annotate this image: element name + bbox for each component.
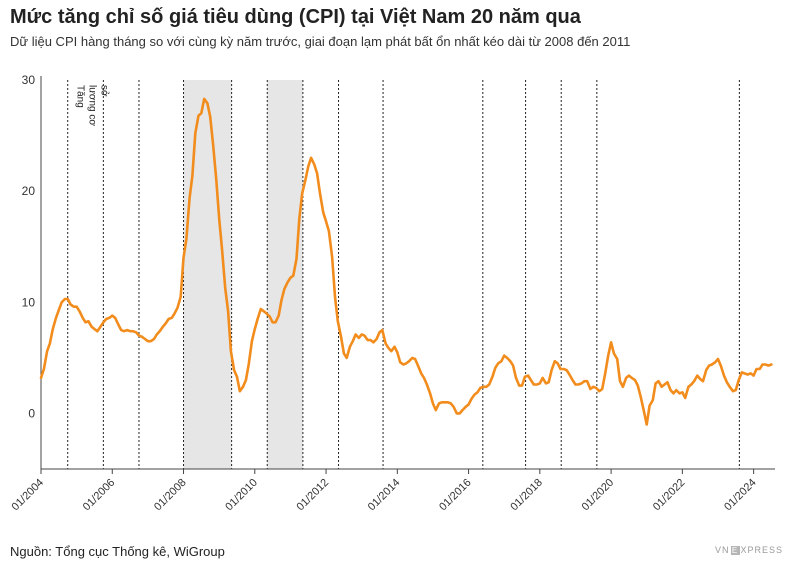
y-tick-label: 0 (28, 406, 35, 420)
cpi-series-line (39, 97, 773, 426)
chart-subtitle: Dữ liệu CPI hàng tháng so với cùng kỳ nă… (10, 34, 631, 49)
x-tick-label: 01/2008 (152, 477, 189, 514)
x-axis: 01/2004 01/2006 01/2008 01/2010 01/2012 01/20… (10, 468, 775, 514)
y-tick-label: 10 (22, 295, 36, 309)
x-tick-label: 01/2014 (366, 477, 403, 514)
x-tick-label: 01/2022 (651, 477, 688, 514)
x-tick-label: 01/2018 (508, 477, 545, 514)
x-tick-label: 01/2012 (295, 477, 332, 514)
x-tick-label: 01/2024 (722, 477, 759, 514)
shaded-periods (183, 80, 303, 469)
source-note: Nguồn: Tổng cục Thống kê, WiGroup (10, 544, 225, 559)
brand-left: VN (715, 545, 730, 555)
shaded-period-1 (267, 80, 303, 469)
x-tick-label: 01/2016 (437, 477, 474, 514)
x-tick-label: 01/2004 (10, 477, 47, 514)
y-axis: 0 10 20 30 (22, 73, 42, 469)
y-tick-label: 20 (22, 184, 36, 198)
brand-right: XPRESS (740, 545, 784, 555)
annotation-text: Tăng (75, 85, 86, 108)
y-tick-label: 30 (22, 73, 36, 87)
chart-title: Mức tăng chỉ số giá tiêu dùng (CPI) tại … (10, 6, 581, 28)
annotation-text: sở (99, 85, 111, 97)
event-lines (67, 80, 740, 469)
brand-logo: VN E XPRESS (715, 545, 784, 556)
x-tick-label: 01/2006 (81, 477, 118, 514)
brand-mark: E (730, 546, 740, 556)
annotation-text: lương cơ (87, 85, 98, 126)
annotations: Tăng lương cơ sở (75, 85, 111, 126)
x-tick-label: 01/2010 (223, 477, 260, 514)
x-tick-label: 01/2020 (580, 477, 617, 514)
